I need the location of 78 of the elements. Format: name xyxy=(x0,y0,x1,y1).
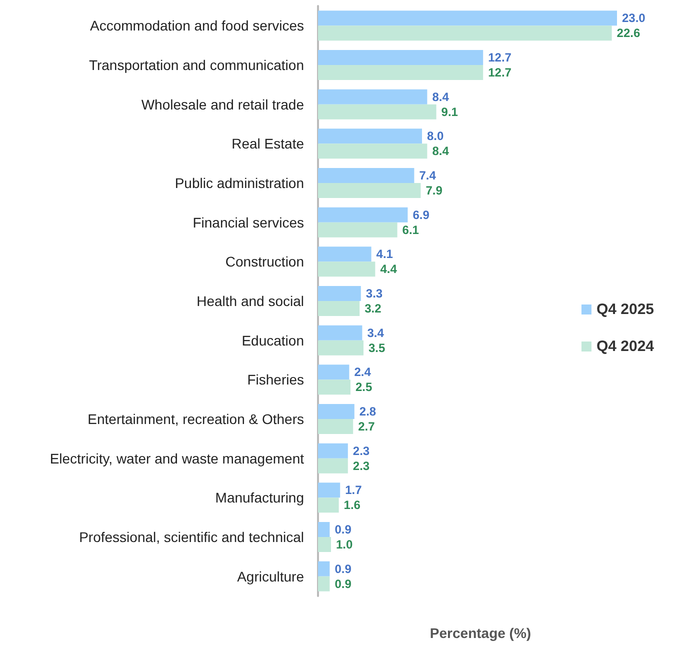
data-label: 3.4 xyxy=(367,326,384,340)
data-label: 1.7 xyxy=(345,483,362,498)
data-label: 1.6 xyxy=(344,498,361,512)
data-label: 9.1 xyxy=(441,104,458,119)
y-tick-label: Education xyxy=(242,332,304,348)
bar xyxy=(318,380,350,395)
y-tick-label: Health and social xyxy=(196,293,304,309)
data-label: 0.9 xyxy=(334,522,352,536)
y-tick-label: Public administration xyxy=(174,175,304,191)
y-tick-label: Accommodation and food services xyxy=(90,18,304,34)
bar xyxy=(318,222,398,238)
data-label: 8.0 xyxy=(427,129,444,144)
bar xyxy=(318,246,372,262)
y-tick-label: Manufacturing xyxy=(215,490,304,506)
bar xyxy=(318,26,612,41)
bar xyxy=(318,340,364,356)
bar xyxy=(318,286,361,301)
bar xyxy=(318,443,348,458)
x-axis-title: Percentage (%) xyxy=(430,625,532,641)
data-label: 0.9 xyxy=(334,576,352,591)
bar xyxy=(318,561,330,576)
data-label: 12.7 xyxy=(488,50,512,64)
bar xyxy=(318,168,414,183)
data-label: 4.4 xyxy=(380,262,398,276)
y-tick-label: Fisheries xyxy=(247,372,304,388)
y-tick-label: Entertainment, recreation & Others xyxy=(88,411,304,427)
bar xyxy=(318,128,422,144)
bar xyxy=(318,301,360,316)
y-tick-label: Transportation and communication xyxy=(88,57,304,73)
legend-label: Q4 2025 xyxy=(596,301,654,318)
legend-label: Q4 2024 xyxy=(596,338,655,355)
bar xyxy=(318,419,354,434)
data-label: 8.4 xyxy=(432,90,450,104)
data-label: 2.7 xyxy=(358,420,376,434)
data-label: 2.5 xyxy=(356,380,373,394)
y-tick-label: Real Estate xyxy=(232,136,304,152)
data-label: 2.8 xyxy=(359,404,376,418)
y-tick-label: Wholesale and retail trade xyxy=(141,96,304,112)
bar xyxy=(318,10,617,26)
y-tick-label: Agriculture xyxy=(237,568,304,584)
bar xyxy=(318,89,428,104)
data-label: 2.3 xyxy=(352,458,370,473)
data-label: 8.4 xyxy=(432,144,450,158)
bar xyxy=(318,207,408,222)
data-label: 3.5 xyxy=(368,340,386,355)
bar xyxy=(318,458,348,474)
bar xyxy=(318,482,340,498)
data-label: 6.9 xyxy=(412,208,430,222)
bar xyxy=(318,262,376,277)
bar xyxy=(318,325,362,340)
data-label: 0.9 xyxy=(334,562,352,576)
data-label: 4.1 xyxy=(376,247,394,262)
data-label: 1.0 xyxy=(336,538,354,552)
bar xyxy=(318,522,330,537)
bar xyxy=(318,498,339,513)
bar xyxy=(318,50,484,65)
bar xyxy=(318,576,330,592)
bar xyxy=(318,537,331,552)
data-label: 2.4 xyxy=(354,365,372,380)
y-tick-label: Professional, scientific and technical xyxy=(79,529,304,545)
bar xyxy=(318,65,484,80)
bar xyxy=(318,144,428,159)
bar xyxy=(318,364,350,380)
data-label: 12.7 xyxy=(488,66,512,80)
y-tick-label: Construction xyxy=(225,254,304,270)
bar xyxy=(318,183,421,198)
bar xyxy=(318,404,354,419)
data-label: 22.6 xyxy=(616,26,640,40)
bar xyxy=(318,104,436,120)
data-label: 7.4 xyxy=(419,168,436,182)
y-tick-label: Electricity, water and waste management xyxy=(50,450,304,466)
data-label: 3.2 xyxy=(364,302,382,316)
data-label: 3.3 xyxy=(366,286,383,300)
data-label: 7.9 xyxy=(426,184,443,198)
data-label: 2.3 xyxy=(352,444,370,458)
y-tick-label: Financial services xyxy=(192,214,304,230)
data-label: 6.1 xyxy=(402,222,420,237)
data-label: 23.0 xyxy=(622,11,646,26)
